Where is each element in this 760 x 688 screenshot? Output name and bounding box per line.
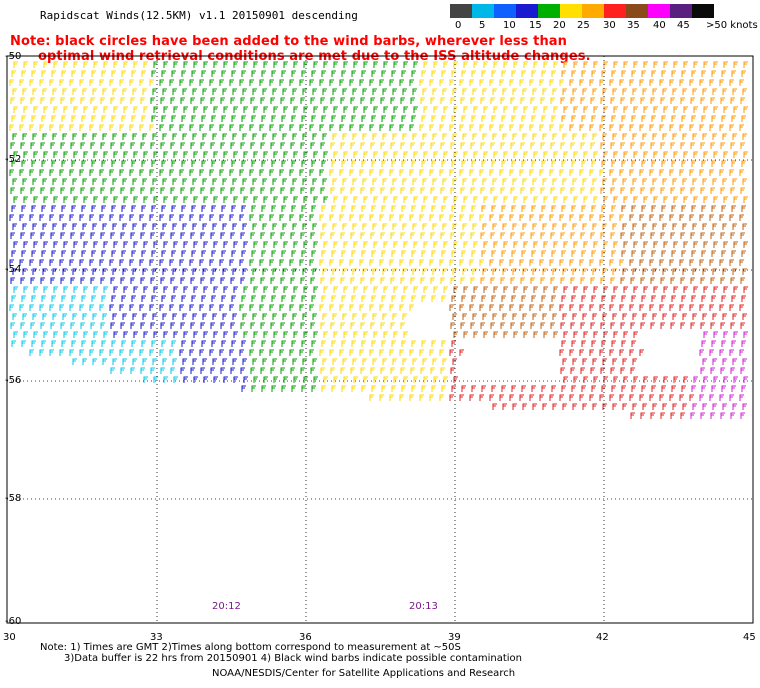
footnote-line2: 3)Data buffer is 22 hrs from 20150901 4)… (64, 653, 522, 664)
lat-label-50: -50 (5, 51, 22, 62)
legend-label: 25 (577, 20, 590, 31)
legend-swatch (670, 4, 692, 18)
time-label-2012: 20:12 (212, 601, 241, 612)
lon-label-42: 42 (596, 632, 609, 643)
map-border (6, 55, 754, 624)
legend-swatch (604, 4, 626, 18)
legend-swatch (626, 4, 648, 18)
legend-swatch (692, 4, 714, 18)
legend-label: 40 (653, 20, 666, 31)
lat-label-52: -52 (5, 154, 22, 165)
altitude-note-line1: Note: black circles have been added to t… (10, 34, 568, 49)
lon-label-30: 30 (3, 632, 16, 643)
lon-label-39: 39 (448, 632, 461, 643)
legend-swatch (560, 4, 582, 18)
lon-label-45: 45 (743, 632, 756, 643)
legend-swatch (648, 4, 670, 18)
lon-label-33: 33 (150, 632, 163, 643)
legend-swatch (582, 4, 604, 18)
legend-label: 35 (627, 20, 640, 31)
footnote-line1: Note: 1) Times are GMT 2)Times along bot… (40, 642, 461, 653)
legend-swatch (472, 4, 494, 18)
lat-label-54: -54 (5, 264, 22, 275)
legend-label: 15 (529, 20, 542, 31)
legend-label: 45 (677, 20, 690, 31)
lon-label-36: 36 (299, 632, 312, 643)
legend-swatch (450, 4, 472, 18)
legend-label: 30 (603, 20, 616, 31)
legend-label: >50 knots (706, 20, 758, 31)
wind-speed-legend (450, 4, 714, 18)
graticule (7, 56, 753, 623)
legend-label: 20 (553, 20, 566, 31)
lat-label-56: -56 (5, 375, 22, 386)
credit-line: NOAA/NESDIS/Center for Satellite Applica… (212, 668, 516, 679)
legend-swatch (538, 4, 560, 18)
lat-label-60: -60 (5, 616, 22, 627)
time-label-2013: 20:13 (409, 601, 438, 612)
wind-barbs-layer (9, 61, 748, 419)
legend-label: 0 (455, 20, 462, 31)
lat-label-58: -58 (5, 493, 22, 504)
legend-swatch (494, 4, 516, 18)
legend-swatch (516, 4, 538, 18)
legend-label: 5 (479, 20, 486, 31)
legend-label: 10 (503, 20, 516, 31)
figure-title: Rapidscat Winds(12.5KM) v1.1 20150901 de… (40, 9, 358, 22)
